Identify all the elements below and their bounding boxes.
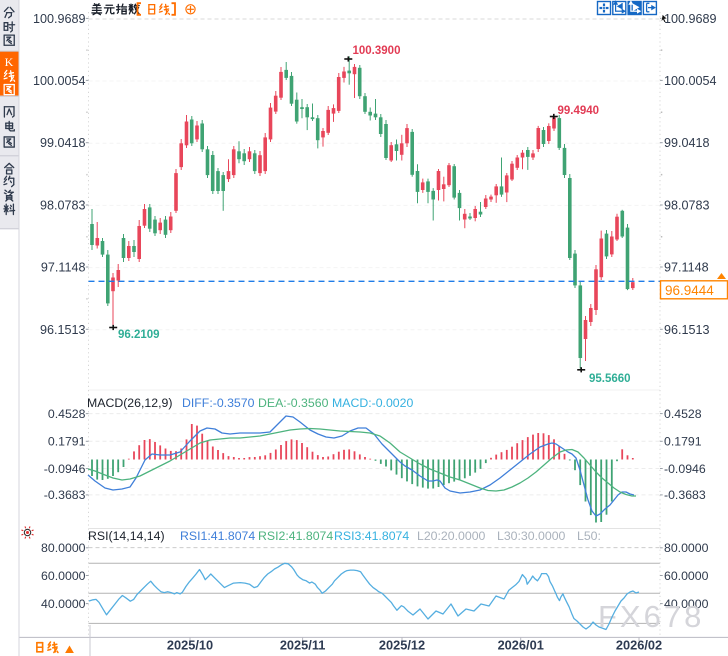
svg-text:96.2109: 96.2109 — [118, 329, 160, 341]
svg-text:DEA:-0.3560: DEA:-0.3560 — [258, 396, 329, 410]
svg-text:98.0783: 98.0783 — [40, 199, 86, 213]
svg-text:80.0000: 80.0000 — [41, 541, 86, 555]
svg-text:0.1791: 0.1791 — [664, 435, 702, 449]
svg-text:MACD(26,12,9): MACD(26,12,9) — [87, 396, 172, 410]
svg-text:MACD:-0.0020: MACD:-0.0020 — [332, 396, 413, 410]
svg-text:97.1148: 97.1148 — [664, 261, 709, 275]
svg-text:L50:: L50: — [577, 529, 601, 543]
svg-text:95.5660: 95.5660 — [589, 373, 631, 385]
svg-text:K: K — [5, 55, 14, 69]
svg-text:99.0418: 99.0418 — [40, 136, 86, 150]
svg-text:DIFF:-0.3570: DIFF:-0.3570 — [182, 396, 255, 410]
svg-text:97.1148: 97.1148 — [41, 261, 86, 275]
svg-text:60.0000: 60.0000 — [41, 569, 86, 583]
svg-text:-0.3683: -0.3683 — [664, 488, 706, 502]
svg-text:FX678: FX678 — [598, 599, 704, 634]
svg-text:100.0054: 100.0054 — [33, 74, 86, 88]
svg-text:2025/11: 2025/11 — [280, 638, 326, 653]
svg-text:99.4940: 99.4940 — [558, 105, 600, 117]
svg-text:99.0418: 99.0418 — [664, 136, 710, 150]
svg-text:L20:20.0000: L20:20.0000 — [417, 529, 486, 543]
svg-text:80.0000: 80.0000 — [664, 541, 709, 555]
svg-text:60.0000: 60.0000 — [664, 569, 709, 583]
svg-text:40.0000: 40.0000 — [41, 597, 86, 611]
svg-text:96.1513: 96.1513 — [40, 323, 86, 337]
svg-text:0.4528: 0.4528 — [48, 407, 86, 421]
svg-text:100.3900: 100.3900 — [353, 45, 401, 57]
svg-text:2026/01: 2026/01 — [498, 638, 544, 653]
svg-text:40.0000: 40.0000 — [664, 597, 709, 611]
svg-text:-0.0946: -0.0946 — [664, 462, 706, 476]
svg-text:2025/10: 2025/10 — [167, 638, 213, 653]
svg-text:100.0054: 100.0054 — [664, 74, 717, 88]
svg-text:100.9689: 100.9689 — [33, 12, 86, 26]
svg-text:0.1791: 0.1791 — [48, 435, 86, 449]
svg-text:RSI1:41.8074: RSI1:41.8074 — [180, 529, 255, 543]
svg-text:RSI2:41.8074: RSI2:41.8074 — [258, 529, 333, 543]
svg-text:100.9689: 100.9689 — [664, 12, 717, 26]
svg-text:L30:30.0000: L30:30.0000 — [497, 529, 566, 543]
svg-text:-0.3683: -0.3683 — [44, 488, 86, 502]
svg-text:RSI3:41.8074: RSI3:41.8074 — [334, 529, 409, 543]
svg-text:RSI(14,14,14): RSI(14,14,14) — [88, 529, 165, 543]
svg-text:2025/12: 2025/12 — [379, 638, 425, 653]
svg-text:96.9444: 96.9444 — [665, 283, 714, 298]
svg-text:96.1513: 96.1513 — [664, 323, 710, 337]
svg-text:2026/02: 2026/02 — [616, 638, 662, 653]
svg-text:98.0783: 98.0783 — [664, 199, 710, 213]
svg-text:-0.0946: -0.0946 — [44, 462, 86, 476]
svg-text:0.4528: 0.4528 — [664, 407, 702, 421]
